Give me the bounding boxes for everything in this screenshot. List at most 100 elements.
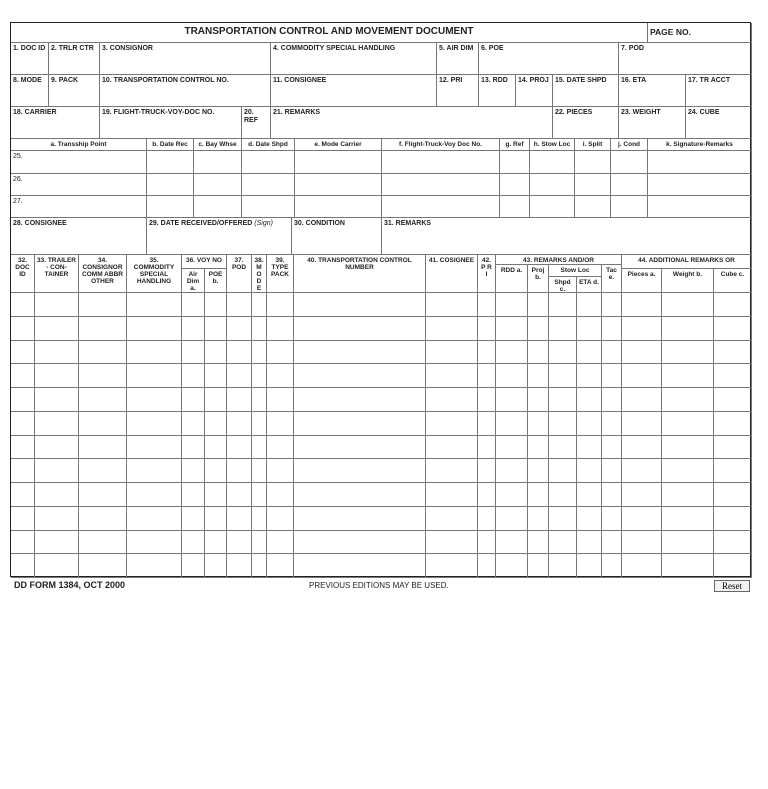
table-cell[interactable] — [294, 530, 426, 555]
transship-cell[interactable] — [611, 151, 648, 174]
table-cell[interactable] — [294, 554, 426, 578]
field-f15[interactable]: 15. DATE SHPD — [553, 75, 619, 107]
table-cell[interactable] — [205, 340, 227, 365]
table-cell[interactable] — [577, 530, 602, 555]
table-cell[interactable] — [426, 411, 478, 436]
table-cell[interactable] — [577, 506, 602, 531]
table-cell[interactable] — [426, 483, 478, 507]
table-cell[interactable] — [602, 506, 622, 531]
table-cell[interactable] — [35, 388, 79, 412]
table-cell[interactable] — [227, 364, 252, 388]
table-cell[interactable] — [549, 316, 577, 341]
table-cell[interactable] — [528, 554, 549, 578]
table-cell[interactable] — [549, 506, 577, 531]
table-cell[interactable] — [528, 340, 549, 365]
field-f8[interactable]: 8. MODE — [11, 75, 49, 107]
table-cell[interactable] — [294, 483, 426, 507]
table-cell[interactable] — [496, 506, 528, 531]
table-cell[interactable] — [426, 388, 478, 412]
transship-cell[interactable] — [147, 174, 194, 196]
table-cell[interactable] — [205, 554, 227, 578]
table-cell[interactable] — [478, 411, 496, 436]
table-cell[interactable] — [602, 316, 622, 341]
table-cell[interactable] — [426, 530, 478, 555]
table-cell[interactable] — [478, 554, 496, 578]
table-cell[interactable] — [267, 506, 294, 531]
transship-cell[interactable] — [382, 174, 500, 196]
table-cell[interactable] — [549, 411, 577, 436]
table-cell[interactable] — [602, 340, 622, 365]
table-cell[interactable] — [294, 411, 426, 436]
table-cell[interactable] — [577, 411, 602, 436]
field-f6[interactable]: 6. POE — [479, 43, 619, 75]
table-cell[interactable] — [267, 340, 294, 365]
field-f2[interactable]: 2. TRLR CTR — [49, 43, 100, 75]
table-cell[interactable] — [602, 435, 622, 460]
table-cell[interactable] — [227, 411, 252, 436]
table-cell[interactable] — [267, 554, 294, 578]
table-cell[interactable] — [662, 506, 714, 531]
table-cell[interactable] — [577, 483, 602, 507]
table-cell[interactable] — [79, 411, 127, 436]
transship-cell[interactable] — [530, 151, 575, 174]
table-cell[interactable] — [528, 530, 549, 555]
transship-cell[interactable] — [242, 174, 295, 196]
table-cell[interactable] — [549, 483, 577, 507]
table-cell[interactable] — [227, 530, 252, 555]
table-cell[interactable] — [252, 459, 267, 483]
table-cell[interactable] — [528, 506, 549, 531]
table-cell[interactable] — [294, 316, 426, 341]
table-cell[interactable] — [35, 483, 79, 507]
table-cell[interactable] — [35, 459, 79, 483]
table-cell[interactable] — [127, 316, 182, 341]
table-cell[interactable] — [294, 506, 426, 531]
field-f19[interactable]: 19. FLIGHT-TRUCK-VOY-DOC NO. — [100, 107, 242, 139]
page-no-field[interactable]: PAGE NO. — [648, 23, 752, 43]
table-cell[interactable] — [602, 411, 622, 436]
table-cell[interactable] — [549, 554, 577, 578]
table-cell[interactable] — [662, 530, 714, 555]
field-f9[interactable]: 9. PACK — [49, 75, 100, 107]
field-f14[interactable]: 14. PROJ — [516, 75, 553, 107]
table-cell[interactable] — [549, 293, 577, 317]
table-cell[interactable] — [714, 411, 752, 436]
table-cell[interactable] — [577, 554, 602, 578]
table-cell[interactable] — [662, 435, 714, 460]
transship-cell[interactable] — [194, 174, 242, 196]
transship-cell[interactable] — [295, 196, 382, 218]
table-cell[interactable] — [127, 364, 182, 388]
transship-cell[interactable] — [295, 174, 382, 196]
table-cell[interactable] — [79, 506, 127, 531]
field-f30[interactable]: 30. CONDITION — [292, 218, 382, 255]
transship-cell[interactable] — [500, 196, 530, 218]
table-cell[interactable] — [622, 530, 662, 555]
table-cell[interactable] — [267, 388, 294, 412]
table-cell[interactable] — [267, 435, 294, 460]
transship-cell[interactable] — [242, 196, 295, 218]
table-cell[interactable] — [182, 506, 205, 531]
table-cell[interactable] — [252, 435, 267, 460]
table-cell[interactable] — [662, 459, 714, 483]
field-f31[interactable]: 31. REMARKS — [382, 218, 752, 255]
table-cell[interactable] — [127, 554, 182, 578]
table-cell[interactable] — [127, 506, 182, 531]
table-cell[interactable] — [35, 293, 79, 317]
table-cell[interactable] — [127, 293, 182, 317]
table-cell[interactable] — [205, 459, 227, 483]
table-cell[interactable] — [478, 340, 496, 365]
transship-row-label[interactable]: 27. — [11, 196, 147, 218]
table-cell[interactable] — [11, 530, 35, 555]
table-cell[interactable] — [714, 364, 752, 388]
transship-cell[interactable] — [147, 196, 194, 218]
table-cell[interactable] — [602, 483, 622, 507]
table-cell[interactable] — [496, 483, 528, 507]
field-f5[interactable]: 5. AIR DIM — [437, 43, 479, 75]
reset-button[interactable]: Reset — [714, 580, 750, 592]
table-cell[interactable] — [127, 435, 182, 460]
table-cell[interactable] — [662, 364, 714, 388]
table-cell[interactable] — [478, 364, 496, 388]
table-cell[interactable] — [205, 483, 227, 507]
field-f17[interactable]: 17. TR ACCT — [686, 75, 752, 107]
table-cell[interactable] — [79, 530, 127, 555]
transship-cell[interactable] — [382, 196, 500, 218]
